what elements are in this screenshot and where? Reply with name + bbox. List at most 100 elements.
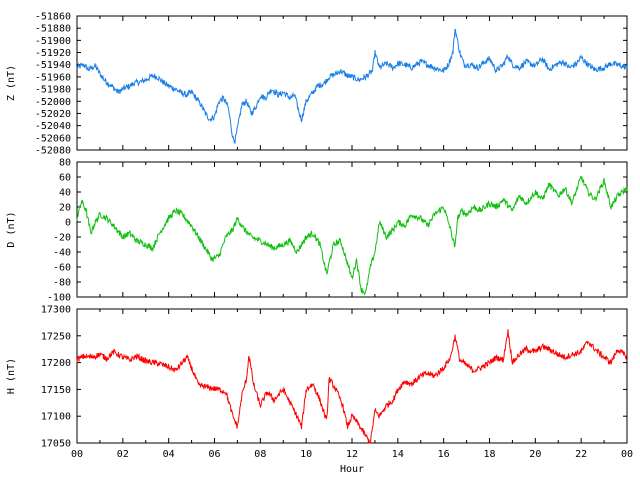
z-y-tick-label: -51920 [35, 48, 71, 59]
z-series-line [76, 28, 628, 144]
z-data-point [196, 98, 197, 99]
h-x-tick-label: 02 [117, 449, 129, 460]
d-y-tick-label: 40 [59, 188, 71, 199]
h-data-point [450, 357, 451, 358]
d-data-point [386, 236, 387, 237]
h-data-point [237, 426, 238, 427]
z-data-point [372, 70, 373, 71]
h-data-point [342, 405, 343, 406]
d-data-point [106, 218, 107, 219]
z-data-point [76, 67, 77, 68]
h-data-point [581, 351, 582, 352]
h-data-point [241, 394, 242, 395]
d-y-tick-label: -100 [47, 293, 71, 304]
z-data-point [223, 98, 224, 99]
h-series-line [76, 329, 628, 444]
z-data-point [379, 67, 380, 68]
z-data-point [626, 67, 627, 68]
h-data-point [273, 400, 274, 401]
z-data-point [448, 64, 449, 65]
h-data-point [507, 330, 508, 331]
z-data-point [129, 85, 130, 86]
z-data-point [443, 70, 444, 71]
h-data-point [168, 366, 169, 367]
h-y-tick-label: 17250 [41, 331, 71, 342]
h-data-point [404, 381, 405, 382]
z-data-point [191, 92, 192, 93]
z-data-point [264, 98, 265, 99]
z-data-point [526, 61, 527, 62]
h-data-point [535, 351, 536, 352]
h-data-point [113, 351, 114, 352]
d-data-point [95, 221, 96, 222]
d-data-point [374, 251, 375, 252]
h-data-point [246, 378, 247, 379]
z-data-point [594, 69, 595, 70]
d-data-point [340, 240, 341, 241]
d-data-point [306, 236, 307, 237]
z-data-point [420, 61, 421, 62]
z-y-tick-label: -51980 [35, 85, 71, 96]
z-data-point [489, 58, 490, 59]
d-y-tick-label: 0 [65, 218, 71, 229]
d-data-point [191, 225, 192, 226]
d-data-point [427, 225, 428, 226]
d-data-point [512, 210, 513, 211]
d-data-point [212, 259, 213, 260]
d-series-line [76, 175, 628, 296]
z-data-point [237, 128, 238, 129]
h-x-tick-label: 14 [392, 449, 404, 460]
z-data-point [328, 76, 329, 77]
d-data-point [152, 248, 153, 249]
h-x-tick-label: 10 [300, 449, 312, 460]
h-data-point [617, 349, 618, 350]
z-data-point [122, 88, 123, 89]
h-x-tick-label: 04 [163, 449, 175, 460]
z-data-point [434, 67, 435, 68]
z-data-point [141, 81, 142, 82]
z-data-point [186, 95, 187, 96]
d-y-tick-label: -60 [53, 263, 71, 274]
z-data-point [610, 63, 611, 64]
h-data-point [122, 357, 123, 358]
z-data-point [168, 85, 169, 86]
h-data-point [225, 391, 226, 392]
h-x-tick-label: 00 [621, 449, 633, 460]
h-data-point [379, 416, 380, 417]
h-data-point [466, 365, 467, 366]
h-data-point [548, 349, 549, 350]
z-y-tick-label: -52020 [35, 109, 71, 120]
z-data-point [301, 119, 302, 120]
z-data-point [351, 76, 352, 77]
h-x-tick-label: 16 [438, 449, 450, 460]
d-data-point [626, 188, 627, 189]
h-data-point [526, 349, 527, 350]
h-data-point [473, 370, 474, 371]
h-data-point [610, 362, 611, 363]
z-data-point [365, 76, 366, 77]
d-data-point [113, 225, 114, 226]
h-data-point [76, 359, 77, 360]
h-x-tick-label: 22 [575, 449, 587, 460]
h-data-point [191, 367, 192, 368]
h-y-tick-label: 17050 [41, 439, 71, 450]
h-data-point [253, 383, 254, 384]
d-data-point [370, 266, 371, 267]
h-data-point [587, 341, 588, 342]
h-data-point [198, 385, 199, 386]
d-data-point [225, 236, 226, 237]
d-data-point [443, 206, 444, 207]
h-data-point [363, 432, 364, 433]
h-data-point [212, 388, 213, 389]
h-x-tick-label: 20 [529, 449, 541, 460]
h-data-point [558, 354, 559, 355]
z-data-point [283, 92, 284, 93]
z-data-point [235, 140, 236, 141]
h-x-tick-label: 08 [254, 449, 266, 460]
d-data-point [86, 210, 87, 211]
d-data-point [587, 191, 588, 192]
z-data-point [548, 69, 549, 70]
d-data-point [565, 188, 566, 189]
d-data-point [496, 206, 497, 207]
d-data-point [594, 199, 595, 200]
